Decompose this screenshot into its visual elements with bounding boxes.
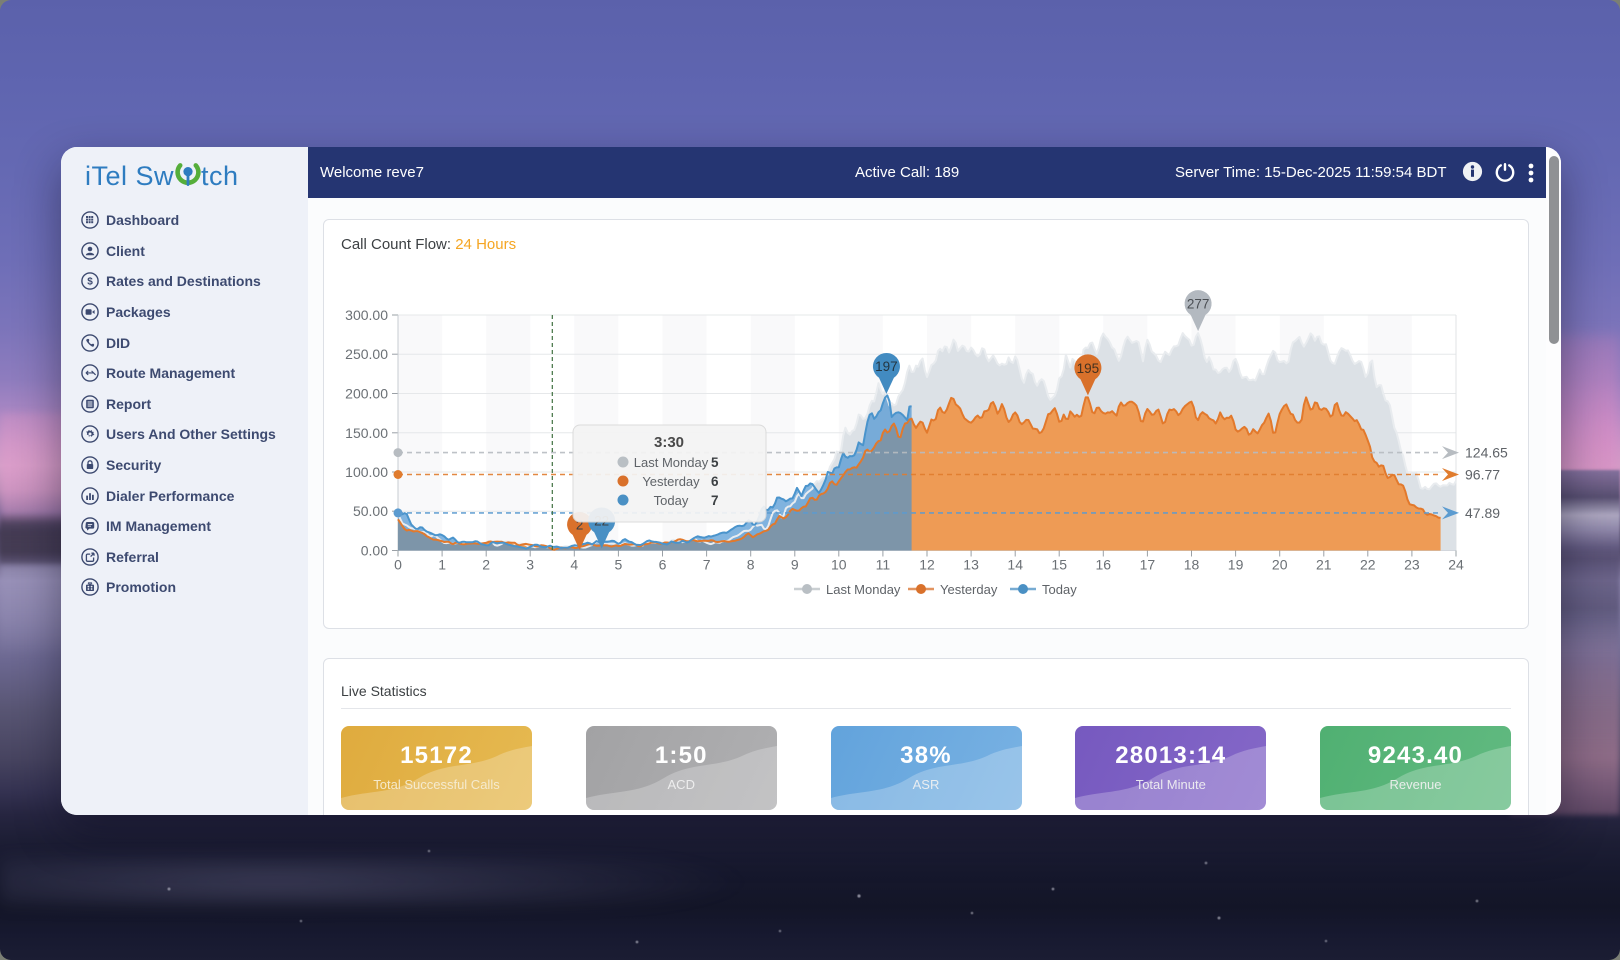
svg-text:Last Monday: Last Monday (634, 455, 709, 470)
svg-text:3:30: 3:30 (654, 434, 684, 451)
svg-text:96.77: 96.77 (1465, 467, 1500, 483)
svg-text:197: 197 (875, 359, 898, 374)
svg-text:16: 16 (1096, 557, 1112, 573)
svg-text:0: 0 (394, 557, 402, 573)
svg-text:277: 277 (1187, 296, 1210, 311)
svg-text:6: 6 (711, 474, 719, 489)
svg-text:Today: Today (654, 493, 689, 508)
svg-text:1: 1 (438, 557, 446, 573)
svg-text:7: 7 (703, 557, 711, 573)
svg-text:150.00: 150.00 (345, 425, 388, 441)
svg-text:7: 7 (711, 493, 719, 508)
svg-text:Today: Today (1042, 582, 1077, 597)
svg-text:13: 13 (963, 557, 979, 573)
svg-text:19: 19 (1228, 557, 1244, 573)
svg-text:2: 2 (482, 557, 490, 573)
svg-text:15: 15 (1051, 557, 1067, 573)
svg-text:Yesterday: Yesterday (642, 474, 700, 489)
svg-text:50.00: 50.00 (353, 503, 388, 519)
svg-text:21: 21 (1316, 557, 1332, 573)
svg-text:0.00: 0.00 (361, 543, 388, 559)
svg-text:23: 23 (1404, 557, 1420, 573)
svg-text:24: 24 (1448, 557, 1464, 573)
svg-text:17: 17 (1140, 557, 1156, 573)
svg-text:Last Monday: Last Monday (826, 582, 901, 597)
svg-text:8: 8 (747, 557, 755, 573)
svg-text:195: 195 (1077, 361, 1100, 376)
svg-text:Yesterday: Yesterday (940, 582, 998, 597)
svg-text:200.00: 200.00 (345, 386, 388, 402)
svg-text:11: 11 (876, 557, 891, 573)
svg-text:2: 2 (576, 517, 584, 532)
svg-text:47.89: 47.89 (1465, 505, 1500, 521)
svg-text:9: 9 (791, 557, 799, 573)
svg-text:300.00: 300.00 (345, 307, 388, 323)
svg-text:$: $ (87, 277, 93, 288)
svg-text:4: 4 (570, 557, 578, 573)
svg-text:14: 14 (1007, 557, 1023, 573)
svg-text:5: 5 (711, 455, 719, 470)
svg-text:250.00: 250.00 (345, 346, 388, 362)
svg-text:6: 6 (659, 557, 667, 573)
svg-text:22: 22 (1360, 557, 1376, 573)
svg-text:12: 12 (919, 557, 935, 573)
svg-text:20: 20 (1272, 557, 1288, 573)
svg-text:124.65: 124.65 (1465, 445, 1508, 461)
svg-text:100.00: 100.00 (345, 464, 388, 480)
svg-text:18: 18 (1184, 557, 1200, 573)
svg-text:10: 10 (831, 557, 847, 573)
svg-text:5: 5 (615, 557, 623, 573)
svg-text:3: 3 (526, 557, 534, 573)
